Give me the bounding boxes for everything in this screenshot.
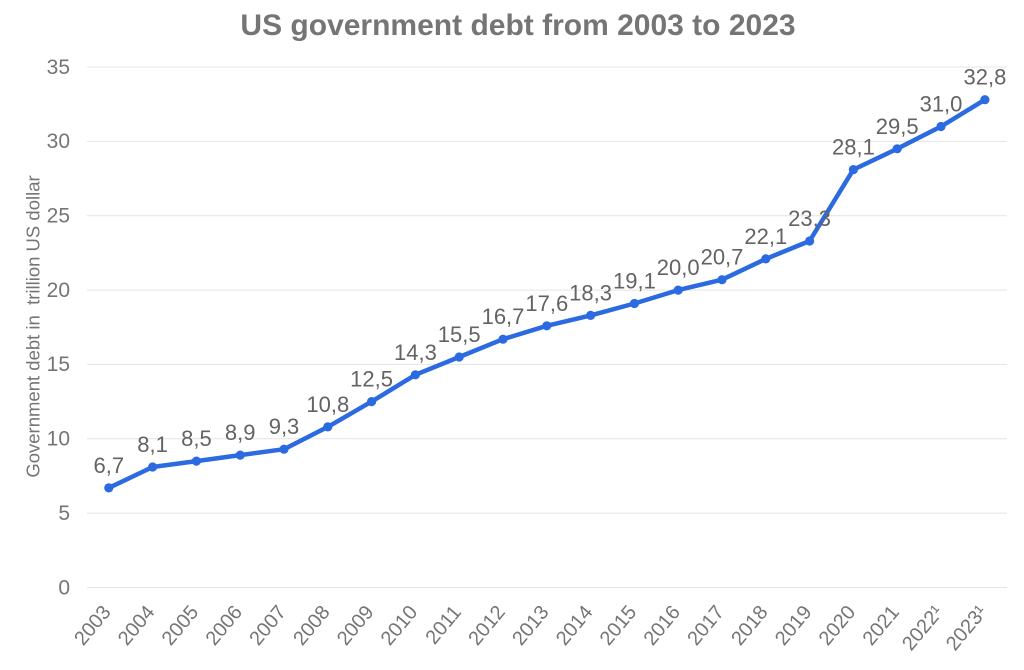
svg-text:30: 30 [47,130,70,153]
svg-text:22,1: 22,1 [744,224,787,249]
svg-text:16,7: 16,7 [482,304,525,329]
svg-text:6,7: 6,7 [94,453,125,478]
svg-text:0: 0 [58,576,70,599]
svg-text:28,1: 28,1 [832,135,875,160]
svg-text:8,5: 8,5 [181,426,212,451]
svg-text:15,5: 15,5 [438,322,481,347]
svg-text:5: 5 [58,502,70,525]
svg-text:9,3: 9,3 [269,414,300,439]
svg-text:19,1: 19,1 [613,269,656,294]
svg-text:31,0: 31,0 [920,92,963,117]
svg-text:29,5: 29,5 [876,114,919,139]
svg-text:US government debt from 2003 t: US government debt from 2003 to 2023 [240,9,795,42]
svg-text:23,3: 23,3 [788,206,831,231]
svg-text:10: 10 [47,428,70,451]
svg-text:32,8: 32,8 [963,65,1006,90]
svg-text:25: 25 [47,205,70,228]
svg-text:20,7: 20,7 [701,245,744,270]
svg-text:18,3: 18,3 [569,280,612,305]
svg-text:8,1: 8,1 [137,432,168,457]
svg-text:20: 20 [47,279,70,302]
svg-text:Government debt in trillion U: Government debt in trillion US dollar [23,175,44,477]
svg-text:8,9: 8,9 [225,420,256,445]
svg-text:14,3: 14,3 [394,340,437,365]
svg-text:12,5: 12,5 [350,367,393,392]
svg-text:35: 35 [47,56,70,79]
svg-text:17,6: 17,6 [525,291,568,316]
svg-text:10,8: 10,8 [306,392,349,417]
svg-text:20,0: 20,0 [657,255,700,280]
svg-text:15: 15 [47,353,70,376]
